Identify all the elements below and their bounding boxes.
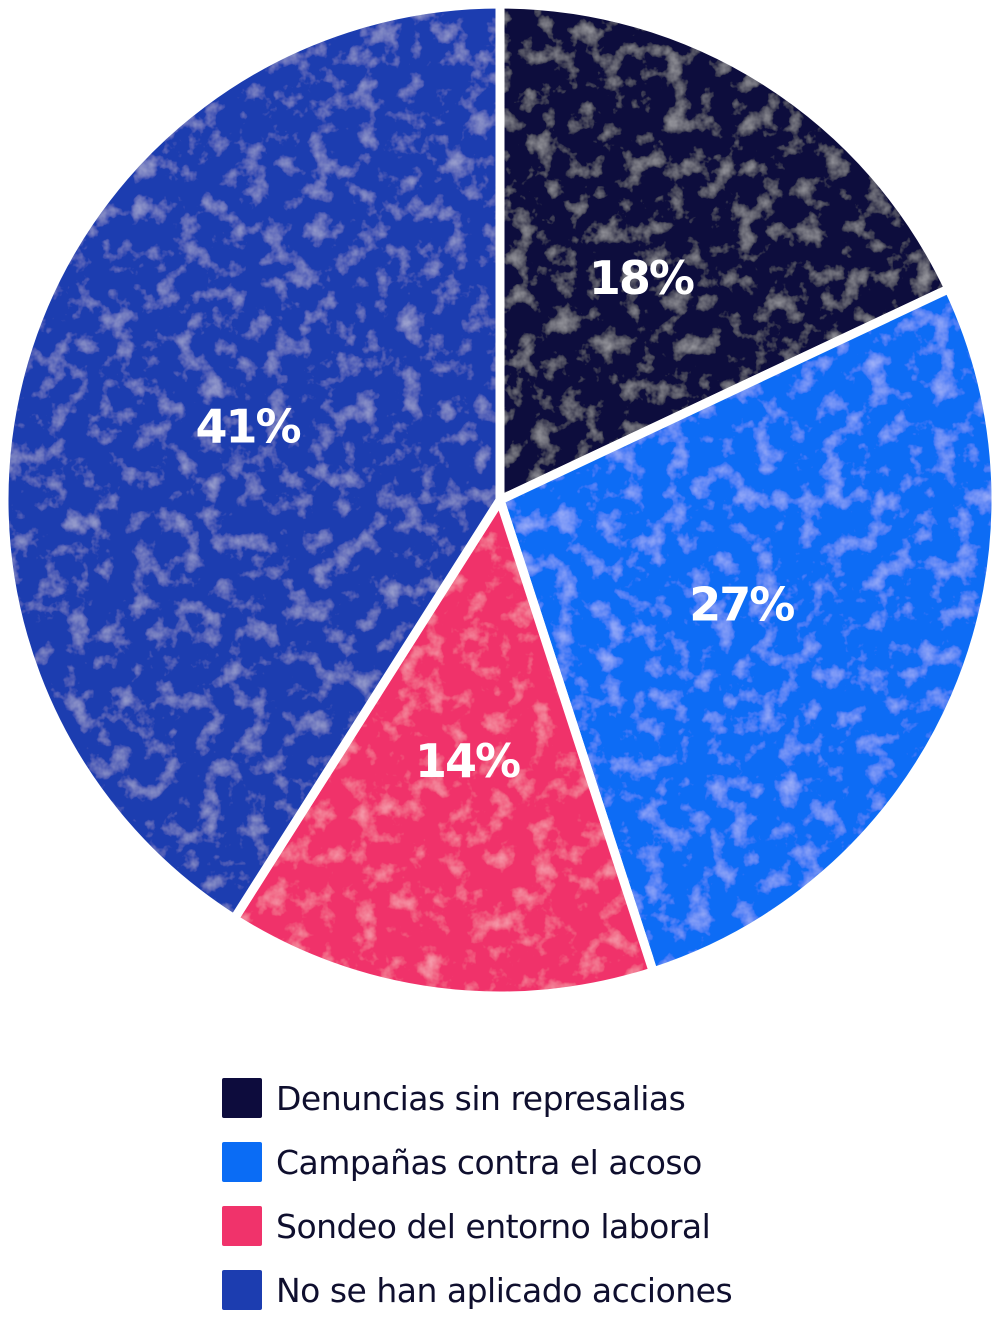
legend-label-no-acciones: No se han aplicado acciones (276, 1270, 733, 1310)
legend-label-sondeo: Sondeo del entorno laboral (276, 1206, 711, 1246)
pie-chart: 18% 27% 14% 41% (0, 0, 1000, 1001)
pie-slice-sondeo (228, 489, 659, 1001)
legend-label-denuncias: Denuncias sin represalias (276, 1078, 686, 1118)
pie-slice-label-denuncias: 18% (589, 251, 694, 305)
legend-item-sondeo: Sondeo del entorno laboral (222, 1194, 962, 1258)
pie-slice-denuncias (495, 0, 955, 508)
legend-item-no-acciones: No se han aplicado acciones (222, 1258, 962, 1322)
pie-slice-campanas (494, 282, 1000, 978)
legend-swatch-sondeo (222, 1206, 262, 1246)
pie-chart-svg: 18% 27% 14% 41% (0, 0, 1000, 1001)
pie-slices (0, 0, 1000, 1001)
pie-slice-no-acciones (0, 0, 505, 926)
legend-item-denuncias: Denuncias sin represalias (222, 1066, 962, 1130)
legend-swatch-denuncias (222, 1078, 262, 1118)
pie-slice-label-no-acciones: 41% (196, 400, 301, 454)
pie-slice-label-campanas: 27% (689, 577, 794, 631)
legend-swatch-no-acciones (222, 1270, 262, 1310)
legend-label-campanas: Campañas contra el acoso (276, 1142, 702, 1182)
pie-slice-label-sondeo: 14% (415, 734, 520, 788)
legend-swatch-campanas (222, 1142, 262, 1182)
chart-legend: Denuncias sin represalias Campañas contr… (222, 1066, 962, 1322)
legend-item-campanas: Campañas contra el acoso (222, 1130, 962, 1194)
pie-slice-labels: 18% 27% 14% 41% (196, 251, 797, 788)
